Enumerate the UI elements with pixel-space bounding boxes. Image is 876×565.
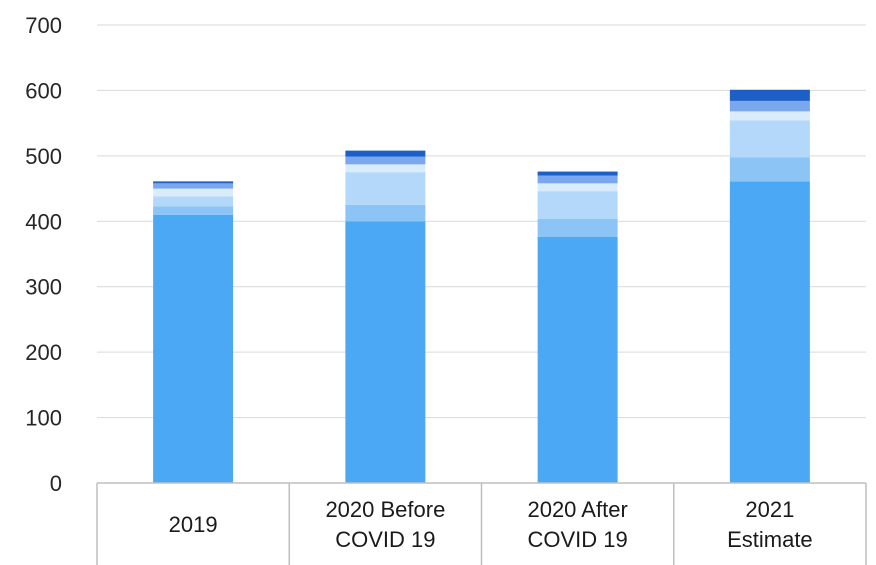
bar-segment-6 [153,181,234,184]
x-category-label: COVID 19 [335,527,435,552]
bar-segment-3 [537,191,618,219]
y-tick-label: 300 [25,275,62,300]
bar-segment-6 [729,89,810,101]
bar-stack [729,89,810,484]
bar-segment-4 [729,111,810,121]
y-axis-tick-labels: 0 100 200 300 400 500 600 700 [25,13,62,496]
y-tick-label: 100 [25,406,62,431]
bar-segment-5 [537,175,618,184]
y-tick-label: 0 [50,471,62,496]
bar-segment-2 [153,206,234,215]
bar-segment-4 [345,164,426,173]
x-category-label: 2019 [169,512,218,537]
y-tick-label: 700 [25,13,62,38]
y-tick-label: 600 [25,78,62,103]
bars [153,89,810,484]
bar-segment-1 [537,236,618,483]
bar-stack [537,171,618,483]
bar-stack [153,181,234,483]
y-tick-label: 400 [25,209,62,234]
bar-segment-6 [345,150,426,157]
bar-segment-1 [729,181,810,484]
x-category-label: 2020 After [527,497,627,522]
bar-segment-1 [153,214,234,483]
bar-segment-5 [345,156,426,165]
bar-segment-4 [537,183,618,192]
bar-segment-3 [153,196,234,207]
bar-segment-3 [345,172,426,205]
bar-segment-2 [537,218,618,237]
bar-segment-6 [537,171,618,176]
x-category-label: 2021 [745,497,794,522]
bar-stack [345,150,426,484]
x-axis-category-labels: 2019 2020 Before COVID 19 2020 After COVID 1… [169,497,813,552]
bar-segment-5 [729,100,810,112]
y-tick-label: 200 [25,340,62,365]
bar-segment-1 [345,221,426,484]
bar-segment-2 [345,204,426,222]
bar-segment-4 [153,188,234,197]
y-tick-label: 500 [25,144,62,169]
bar-segment-2 [729,157,810,182]
x-category-label: Estimate [727,527,813,552]
x-category-label: 2020 Before [325,497,445,522]
category-axis-frame [96,482,867,565]
bar-segment-3 [729,120,810,158]
x-category-label: COVID 19 [527,527,627,552]
bar-segment-5 [153,183,234,189]
